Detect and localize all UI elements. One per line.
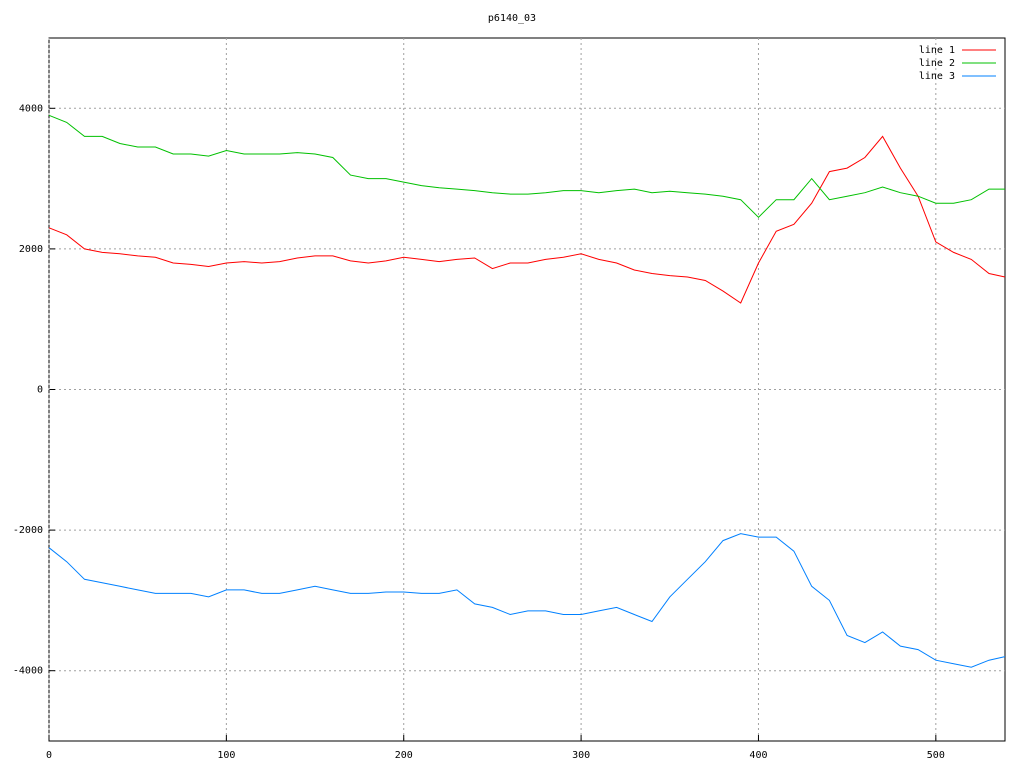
plot-frame bbox=[48, 37, 1006, 742]
y-tick-label: -2000 bbox=[13, 525, 43, 536]
x-tick-label: 0 bbox=[46, 750, 52, 761]
legend-label: line 2 bbox=[919, 58, 955, 69]
series-line bbox=[48, 533, 1006, 668]
x-tick-label: 200 bbox=[395, 750, 413, 761]
x-tick-label: 500 bbox=[927, 750, 945, 761]
y-tick-label: -4000 bbox=[13, 666, 43, 677]
x-tick-label: 100 bbox=[217, 750, 235, 761]
x-tick-label: 300 bbox=[572, 750, 590, 761]
y-tick-label: 2000 bbox=[19, 244, 43, 255]
series-line bbox=[48, 114, 1005, 219]
series-line bbox=[48, 135, 1006, 304]
y-tick-label: 0 bbox=[37, 385, 43, 396]
chart-title: p6140_03 bbox=[488, 13, 536, 24]
x-tick-label: 400 bbox=[749, 750, 767, 761]
legend-label: line 3 bbox=[919, 71, 955, 82]
legend-label: line 1 bbox=[919, 45, 955, 56]
y-tick-label: 4000 bbox=[19, 103, 43, 114]
